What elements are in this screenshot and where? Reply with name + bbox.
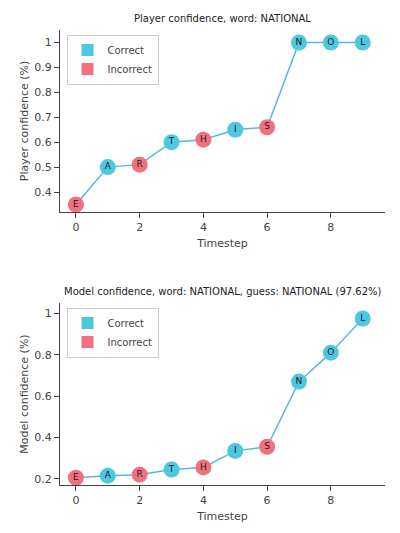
svg-text:2: 2 — [136, 221, 143, 234]
svg-text:A: A — [105, 161, 112, 171]
svg-text:8: 8 — [327, 494, 334, 507]
svg-text:8: 8 — [327, 221, 334, 234]
svg-text:0.6: 0.6 — [34, 390, 52, 403]
svg-text:0.4: 0.4 — [34, 186, 52, 199]
svg-text:I: I — [234, 124, 237, 134]
svg-text:S: S — [264, 121, 270, 131]
svg-text:Incorrect: Incorrect — [108, 337, 152, 348]
svg-text:H: H — [200, 134, 207, 144]
svg-text:Correct: Correct — [108, 45, 145, 56]
svg-text:E: E — [73, 199, 79, 209]
svg-text:1: 1 — [45, 36, 52, 49]
svg-text:Player confidence, word: NATIO: Player confidence, word: NATIONAL — [134, 13, 311, 24]
svg-text:Player confidence (%): Player confidence (%) — [18, 61, 31, 181]
svg-text:N: N — [296, 376, 303, 386]
svg-text:I: I — [234, 445, 237, 455]
svg-text:0.6: 0.6 — [34, 136, 52, 149]
svg-text:6: 6 — [264, 494, 271, 507]
svg-text:S: S — [264, 441, 270, 451]
svg-text:0: 0 — [72, 221, 79, 234]
svg-text:A: A — [105, 470, 112, 480]
svg-text:Timestep: Timestep — [196, 510, 248, 523]
svg-text:0.8: 0.8 — [34, 86, 52, 99]
svg-text:R: R — [137, 159, 143, 169]
svg-text:0.8: 0.8 — [34, 349, 52, 362]
svg-text:H: H — [200, 462, 207, 472]
svg-text:Model confidence, word: NATION: Model confidence, word: NATIONAL, guess:… — [64, 286, 382, 297]
svg-text:L: L — [360, 37, 365, 47]
svg-text:Timestep: Timestep — [196, 237, 248, 250]
svg-text:O: O — [327, 347, 334, 357]
svg-text:1: 1 — [45, 307, 52, 320]
svg-text:R: R — [137, 469, 143, 479]
svg-text:N: N — [296, 37, 303, 47]
svg-text:L: L — [360, 313, 365, 323]
svg-text:6: 6 — [264, 221, 271, 234]
svg-text:4: 4 — [200, 221, 207, 234]
svg-text:0.7: 0.7 — [34, 111, 52, 124]
svg-text:2: 2 — [136, 494, 143, 507]
svg-text:T: T — [168, 464, 175, 474]
svg-text:Correct: Correct — [108, 318, 145, 329]
svg-text:T: T — [168, 136, 175, 146]
svg-text:0.5: 0.5 — [34, 161, 52, 174]
svg-text:0: 0 — [72, 494, 79, 507]
svg-text:Model confidence (%): Model confidence (%) — [18, 334, 31, 453]
svg-text:0.9: 0.9 — [34, 61, 52, 74]
svg-text:O: O — [327, 37, 334, 47]
svg-text:Incorrect: Incorrect — [108, 64, 152, 75]
svg-text:4: 4 — [200, 494, 207, 507]
svg-text:E: E — [73, 472, 79, 482]
svg-text:0.4: 0.4 — [34, 431, 52, 444]
svg-text:0.2: 0.2 — [34, 473, 52, 486]
